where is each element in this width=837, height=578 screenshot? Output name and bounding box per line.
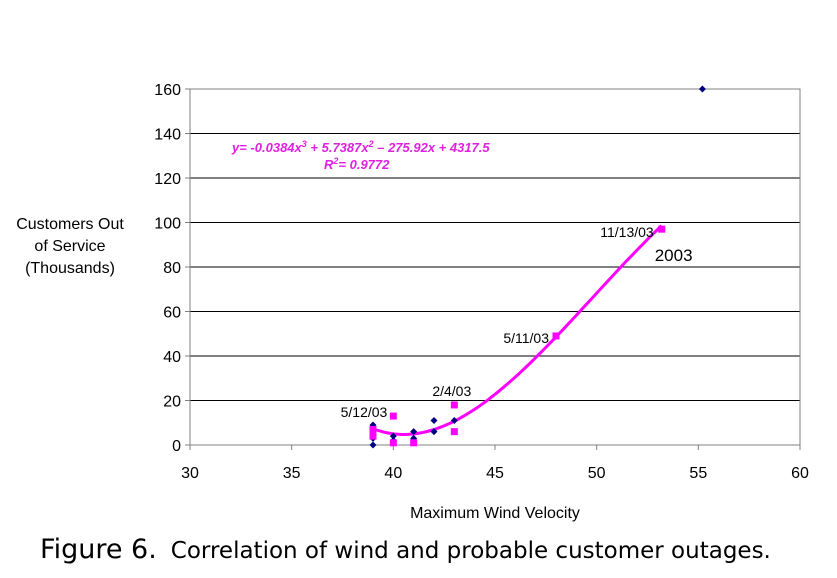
y-axis-title: Customers Out of Service (Thousands) [0, 214, 140, 280]
data-point-square [410, 439, 418, 447]
y-tick-label: 120 [154, 171, 181, 188]
y-axis-ticks: 0 20 40 60 80 100 120 140 160 [154, 82, 190, 455]
y-tick-label: 20 [163, 394, 181, 411]
data-point-diamond [369, 441, 377, 449]
data-point-diamond [698, 85, 706, 93]
x-tick-label: 30 [181, 465, 199, 482]
data-point-square [369, 432, 377, 440]
x-tick-label: 35 [283, 465, 301, 482]
data-point-square [369, 425, 377, 433]
data-point-square [658, 225, 666, 233]
annotation-label: 2003 [655, 246, 693, 265]
y-tick-label: 0 [172, 438, 181, 455]
data-point-square [450, 401, 458, 409]
data-point-diamond [430, 417, 438, 425]
x-tick-label: 50 [588, 465, 606, 482]
figure-number: Figure 6. [40, 534, 157, 565]
y-tick-label: 80 [163, 260, 181, 277]
data-point-diamond [389, 432, 397, 440]
annotation-label: 11/13/03 [600, 224, 654, 240]
data-points [369, 85, 706, 449]
trend-r2: R2= 0.9772 [324, 156, 390, 172]
data-point-diamond [410, 428, 418, 436]
x-axis-title: Maximum Wind Velocity [410, 505, 580, 522]
trendline [372, 224, 663, 436]
y-tick-label: 100 [154, 216, 181, 233]
x-tick-label: 45 [486, 465, 504, 482]
y-axis-title-line: of Service [34, 238, 106, 255]
data-point-square [552, 332, 560, 340]
annotation-label: 2/4/03 [432, 383, 471, 399]
y-tick-label: 60 [163, 305, 181, 322]
y-axis-title-line: Customers Out [16, 216, 124, 233]
trend-equation: y= -0.0384x3 + 5.7387x2 – 275.92x + 4317… [231, 139, 490, 155]
caption-text: Correlation of wind and probable custome… [170, 538, 771, 564]
data-point-diamond [430, 428, 438, 436]
x-tick-label: 60 [791, 465, 809, 482]
annotation-label: 5/12/03 [341, 404, 388, 420]
x-tick-label: 40 [384, 465, 402, 482]
y-tick-label: 140 [154, 127, 181, 144]
annotation-label: 5/11/03 [503, 330, 549, 346]
data-point-square [450, 428, 458, 436]
data-point-diamond [450, 417, 458, 425]
y-tick-label: 160 [154, 82, 181, 99]
y-axis-title-line: (Thousands) [25, 260, 115, 277]
y-tick-label: 40 [163, 349, 181, 366]
x-tick-label: 55 [689, 465, 707, 482]
x-axis-ticks: 30 35 40 45 50 55 60 [181, 445, 809, 482]
data-point-square [389, 439, 397, 447]
figure-caption: Figure 6. Correlation of wind and probabl… [40, 534, 771, 565]
data-point-square [389, 412, 397, 420]
